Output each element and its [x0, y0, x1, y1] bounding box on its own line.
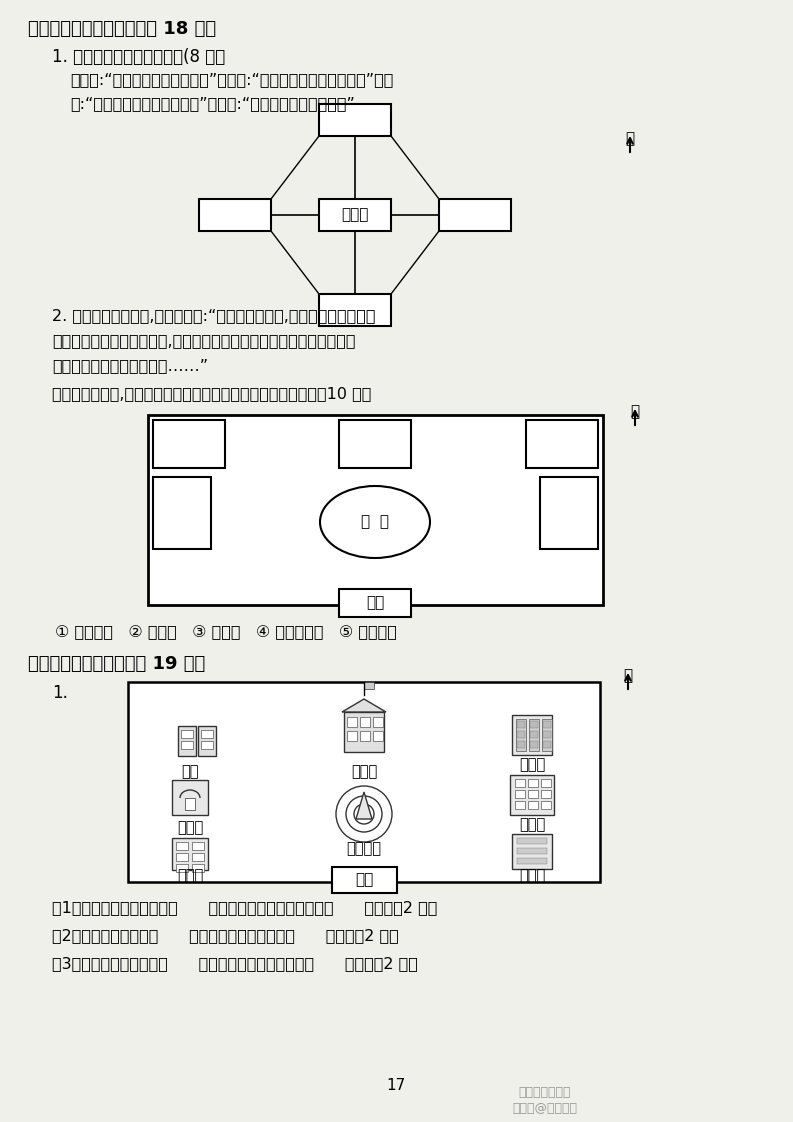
Text: 大门: 大门 [355, 873, 374, 888]
Text: 小红说:“我家在小芳家的南面。”小刚说:“我家在小红家的东北面。”小丽: 小红说:“我家在小芳家的南面。”小刚说:“我家在小红家的东北面。”小丽 [70, 72, 393, 88]
Text: 食喂: 食喂 [182, 764, 199, 780]
Text: 图书馆: 图书馆 [519, 818, 545, 833]
Bar [364, 682, 374, 689]
Ellipse shape [320, 486, 430, 558]
Bar [541, 779, 551, 787]
Text: 北: 北 [623, 669, 633, 683]
Bar [176, 842, 188, 850]
Bar [181, 730, 193, 738]
Text: 根据小明的描述,把这些动物馆用序号标在下图中适当的位置。（10 分）: 根据小明的描述,把这些动物馆用序号标在下图中适当的位置。（10 分） [52, 386, 371, 401]
Bar [319, 104, 391, 136]
Bar [517, 732, 525, 738]
Text: 大门: 大门 [366, 596, 384, 610]
Text: 搜狐号@射箍菁斗: 搜狐号@射箍菁斗 [512, 1102, 577, 1114]
Text: 读书庶: 读书庶 [519, 757, 545, 773]
Bar [528, 790, 538, 798]
Polygon shape [342, 699, 386, 712]
Bar [153, 477, 211, 549]
Bar [530, 721, 538, 728]
Bar [512, 715, 552, 755]
Text: 教学楼: 教学楼 [351, 764, 377, 780]
Bar [128, 682, 600, 882]
Text: 四、根据描述找位置。（共 18 分）: 四、根据描述找位置。（共 18 分） [28, 20, 216, 38]
Bar [541, 790, 551, 798]
Bar [517, 848, 547, 854]
Text: ① 大熊猫馆   ② 獨虎山   ③ 孔雀馆   ④ 爬行动物馆   ⑤ 长颈鹿馆: ① 大熊猫馆 ② 獨虎山 ③ 孔雀馆 ④ 爬行动物馆 ⑤ 长颈鹿馆 [55, 625, 396, 640]
Bar [373, 732, 383, 741]
Text: 北: 北 [626, 131, 634, 147]
Bar [172, 838, 208, 870]
Text: 中小学满分学苑: 中小学满分学苑 [519, 1086, 571, 1100]
Bar [512, 834, 552, 870]
Bar [530, 732, 538, 738]
Bar [360, 717, 370, 727]
Text: 在动物园的东北角和西北角……”: 在动物园的东北角和西北角……” [52, 358, 208, 373]
Text: 体育馆: 体育馆 [177, 820, 203, 836]
Text: 科技楼: 科技楼 [177, 868, 203, 883]
Text: 北: 北 [630, 405, 640, 420]
Bar [540, 477, 598, 549]
Text: 1. 根据描述找找各自的家。(8 分）: 1. 根据描述找找各自的家。(8 分） [52, 48, 225, 66]
Bar [373, 717, 383, 727]
Text: 1.: 1. [52, 684, 68, 702]
Bar [201, 730, 213, 738]
Bar [185, 798, 195, 810]
Bar [192, 842, 204, 850]
Bar [510, 775, 554, 815]
Text: 英语角: 英语角 [519, 868, 545, 883]
Text: （2）食堂在科技楼的（      ）面，食堂在读书廊的（      ）面。（2 分）: （2）食堂在科技楼的（ ）面，食堂在读书廊的（ ）面。（2 分） [52, 928, 399, 942]
Bar [517, 721, 525, 728]
Bar [344, 712, 384, 752]
Bar [176, 853, 188, 861]
Bar [517, 858, 547, 864]
Bar [543, 732, 551, 738]
Polygon shape [356, 792, 372, 819]
Bar [192, 853, 204, 861]
Bar [332, 867, 397, 893]
Bar [347, 732, 357, 741]
Text: 山。池塘的东侧是大熊猫馆,西侧是爬行动物馆。孔雀馆和长颈鹿馆分别: 山。池塘的东侧是大熊猫馆,西侧是爬行动物馆。孔雀馆和长颈鹿馆分别 [52, 333, 355, 348]
Bar [517, 741, 525, 748]
Bar [178, 726, 196, 756]
Bar [515, 801, 525, 809]
Bar [319, 294, 391, 327]
Bar [201, 741, 213, 749]
Bar [192, 864, 204, 872]
Bar [347, 717, 357, 727]
Bar [542, 719, 552, 751]
Text: （1）英语角在噴泉广场的（      ）面，教学楼在噴泉广场的（      ）面。（2 分）: （1）英语角在噴泉广场的（ ）面，教学楼在噴泉广场的（ ）面。（2 分） [52, 900, 438, 916]
Bar [172, 780, 208, 815]
Text: 小芳家: 小芳家 [341, 208, 369, 222]
Bar [517, 838, 547, 844]
Bar [360, 732, 370, 741]
Bar [528, 779, 538, 787]
Bar [515, 790, 525, 798]
Bar [528, 801, 538, 809]
Bar [543, 741, 551, 748]
Bar [339, 589, 411, 617]
Text: 池  塘: 池 塘 [361, 515, 389, 530]
Bar [198, 726, 216, 756]
Bar [176, 864, 188, 872]
Bar [543, 721, 551, 728]
Bar [148, 415, 603, 605]
Bar [153, 420, 225, 468]
Bar [181, 741, 193, 749]
Text: 说:“我家在小刚家的西北面。”小明说:“我家在小芳家的西面。”: 说:“我家在小刚家的西北面。”小明说:“我家在小芳家的西面。” [70, 96, 355, 111]
Bar [199, 199, 271, 231]
Text: （3）读书廊在图书馆的（      ）面，读书廊在科技楼的（      ）面。（2 分）: （3）读书廊在图书馆的（ ）面，读书廊在科技楼的（ ）面。（2 分） [52, 956, 418, 971]
Bar [526, 420, 598, 468]
Bar [529, 719, 539, 751]
Bar [530, 741, 538, 748]
Bar [339, 420, 411, 468]
Text: 17: 17 [386, 1077, 406, 1093]
Bar [319, 199, 391, 231]
Bar [515, 779, 525, 787]
Bar [541, 801, 551, 809]
Text: 2. 小明参观动物园后,他这样描述:“走进动物园大门,正北面是池塘和狮虎: 2. 小明参观动物园后,他这样描述:“走进动物园大门,正北面是池塘和狮虎 [52, 309, 376, 323]
Bar [439, 199, 511, 231]
Bar [516, 719, 526, 751]
Text: 噴泉广场: 噴泉广场 [347, 842, 381, 856]
Text: 五、看图回答问题。（共 19 分）: 五、看图回答问题。（共 19 分） [28, 655, 205, 673]
